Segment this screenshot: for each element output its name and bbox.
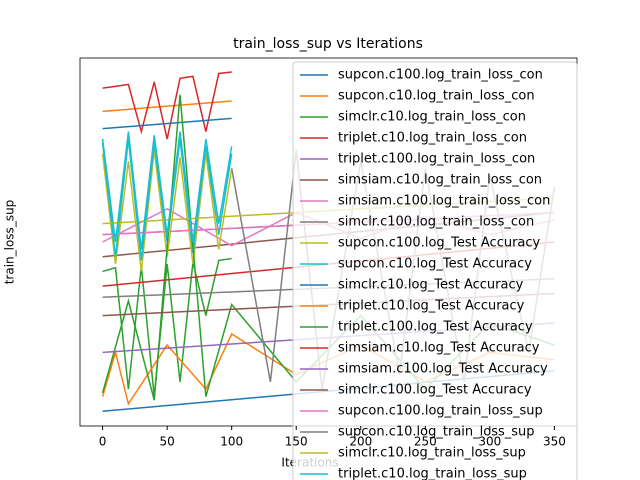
series-line: [102, 71, 232, 140]
legend-label: simclr.c10.log_train_loss_sup: [338, 446, 526, 461]
x-tick-label: 350: [543, 435, 566, 449]
legend-label: triplet.c10.log_Test Accuracy: [338, 299, 525, 314]
x-tick-label: 50: [159, 435, 174, 449]
legend-label: supcon.c100.log_Test Accuracy: [338, 236, 541, 251]
legend-label: triplet.c100.log_Test Accuracy: [338, 320, 533, 335]
x-tick-label: 100: [220, 435, 243, 449]
x-tick-label: 250: [414, 435, 437, 449]
legend-label: supcon.c100.log_train_loss_con: [338, 68, 543, 83]
legend-label: simsiam.c10.log_train_loss_con: [338, 173, 542, 188]
legend: supcon.c100.log_train_loss_con supcon.c10…: [292, 61, 578, 480]
legend-label: triplet.c100.log_train_loss_con: [338, 152, 535, 167]
x-tick-label: 300: [478, 435, 501, 449]
x-tick-label: 150: [285, 435, 308, 449]
legend-label: simsiam.c10.log_Test Accuracy: [338, 341, 540, 356]
legend-label: supcon.c100.log_train_loss_sup: [338, 404, 543, 419]
legend-label: triplet.c10.log_train_loss_con: [338, 131, 527, 146]
legend-label: triplet.c10.log_train_loss_sup: [338, 467, 527, 480]
x-tick-label: 0: [99, 435, 107, 449]
legend-label: supcon.c10.log_Test Accuracy: [338, 257, 532, 272]
series-line: [101, 149, 233, 272]
legend-label: simsiam.c100.log_Test Accuracy: [338, 362, 548, 377]
chart-title: train_loss_sup vs Iterations: [233, 36, 423, 52]
legend-label: simclr.c100.log_train_loss_con: [338, 215, 534, 230]
y-axis-label: train_loss_sup: [3, 200, 17, 285]
series-line: [102, 117, 232, 130]
series-line: [102, 257, 232, 397]
series-line: [101, 131, 233, 250]
legend-label: supcon.c10.log_train_loss_con: [338, 89, 535, 104]
series-line: [102, 100, 232, 113]
legend-label: simclr.c10.log_Test Accuracy: [338, 278, 524, 293]
legend-label: simsiam.c100.log_train_loss_con: [338, 194, 550, 209]
legend-label: supcon.c10.log_train_loss_sup: [338, 425, 535, 440]
legend-label: simclr.c100.log_Test Accuracy: [338, 383, 532, 398]
legend-box: [292, 61, 578, 480]
x-tick-label: 200: [349, 435, 372, 449]
legend-label: simclr.c10.log_train_loss_con: [338, 110, 526, 125]
